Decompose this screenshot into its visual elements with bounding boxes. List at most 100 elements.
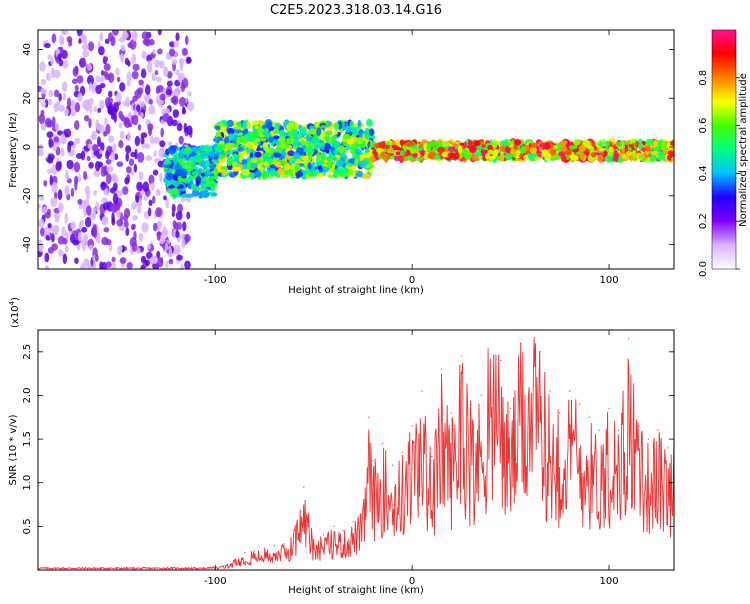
heatmap-cell — [140, 136, 145, 145]
heatmap-cell — [182, 221, 187, 232]
heatmap-cell — [241, 158, 248, 164]
heatmap-cell — [354, 158, 359, 167]
heatmap-cell — [481, 144, 486, 148]
heatmap-cell — [662, 144, 668, 151]
chart-title: C2E5.2023.318.03.14.G16 — [270, 3, 442, 18]
heatmap-cell — [46, 208, 51, 216]
heatmap-cell — [54, 215, 60, 223]
heatmap-cell — [44, 252, 50, 263]
x-tick-label: 100 — [599, 576, 618, 587]
heatmap-cell — [357, 119, 362, 128]
heatmap-cell — [172, 155, 179, 164]
heatmap-cell — [645, 145, 651, 152]
heatmap-cell — [159, 257, 164, 263]
heatmap-cell — [131, 223, 136, 230]
heatmap-cell — [338, 145, 345, 153]
heatmap-cell — [57, 202, 64, 213]
heatmap-cell — [111, 217, 116, 226]
heatmap-cell — [148, 199, 153, 207]
heatmap-cell — [420, 150, 425, 157]
spectrogram-panel: -40 -20 0 20 40 -100 0 100 Height of straight … — [8, 29, 675, 296]
heatmap-cell — [92, 261, 97, 269]
heatmap-cell — [202, 176, 211, 183]
heatmap-cell — [216, 144, 226, 150]
heatmap-cell — [214, 125, 221, 130]
snr-data-point — [322, 534, 325, 536]
heatmap-cell — [101, 197, 108, 203]
heatmap-cell — [469, 144, 477, 154]
heatmap-cell — [225, 142, 233, 151]
heatmap-cell — [103, 63, 111, 72]
heatmap-cell — [71, 148, 75, 156]
heatmap-cell — [471, 155, 479, 161]
heatmap-cell — [53, 136, 59, 143]
heatmap-cell — [108, 90, 113, 98]
heatmap-cell — [74, 120, 80, 131]
heatmap-cell — [597, 154, 604, 163]
heatmap-cell — [226, 158, 233, 167]
heatmap-cell — [87, 63, 93, 71]
heatmap-cell — [152, 255, 158, 265]
heatmap-cell — [78, 173, 82, 183]
heatmap-cell — [92, 86, 96, 94]
heatmap-cell — [129, 39, 137, 50]
heatmap-cell — [186, 211, 191, 220]
snr-data-point — [559, 412, 561, 414]
colorbar-tick-label: 0.0 — [698, 261, 709, 277]
heatmap-cell — [348, 157, 357, 164]
heatmap-cell — [128, 158, 135, 166]
heatmap-cell — [459, 142, 465, 147]
heatmap-cell — [40, 109, 45, 117]
heatmap-cell — [331, 142, 341, 148]
heatmap-cell — [121, 186, 129, 195]
heatmap-cell — [269, 170, 279, 177]
snr-data-point — [539, 351, 541, 353]
heatmap-cell — [473, 140, 481, 147]
heatmap-cell — [332, 149, 340, 155]
heatmap-cell — [151, 72, 156, 81]
heatmap-cell — [153, 150, 157, 158]
heatmap-cell — [66, 36, 73, 43]
heatmap-cell — [168, 258, 174, 265]
heatmap-cell — [125, 96, 130, 108]
heatmap-cell — [344, 158, 350, 163]
heatmap-cell — [236, 121, 242, 126]
heatmap-cell — [132, 63, 140, 72]
heatmap-cell — [238, 155, 243, 163]
heatmap-cell — [74, 137, 81, 144]
colorbar: 0.0 0.2 0.4 0.6 0.8 Normalized spectral ampl… — [698, 29, 749, 277]
colorbar-gradient — [711, 29, 737, 270]
heatmap-cell — [45, 235, 50, 241]
heatmap-cell — [51, 33, 57, 44]
heatmap-cell — [99, 124, 105, 133]
heatmap-cell — [434, 154, 442, 160]
snr-data-point — [368, 416, 370, 418]
heatmap-cell — [447, 152, 456, 159]
heatmap-cell — [130, 151, 137, 158]
heatmap-cell — [126, 261, 133, 269]
heatmap-cell — [145, 84, 151, 96]
heatmap-cell — [74, 84, 79, 92]
heatmap-cell — [418, 143, 423, 149]
heatmap-cell — [48, 98, 53, 106]
snr-x-ticks: -100 0 100 — [204, 330, 619, 587]
heatmap-cell — [212, 137, 219, 143]
heatmap-cell — [159, 93, 166, 101]
heatmap-cell — [284, 169, 289, 175]
heatmap-cell — [165, 164, 173, 169]
heatmap-cell — [39, 194, 45, 202]
heatmap-cell — [163, 66, 169, 77]
heatmap-cell — [242, 121, 247, 130]
heatmap-cell — [131, 201, 137, 210]
heatmap-cell — [108, 32, 114, 42]
heatmap-cell — [88, 161, 94, 169]
colorbar-tick-label: 0.6 — [698, 118, 709, 134]
heatmap-cell — [549, 147, 556, 156]
snr-data-point — [263, 547, 266, 549]
heatmap-cell — [355, 170, 364, 177]
heatmap-cell — [119, 189, 124, 197]
x-tick-label: -100 — [204, 576, 227, 587]
heatmap-cell — [487, 149, 495, 155]
heatmap-cell — [38, 203, 41, 209]
heatmap-cell — [268, 148, 274, 155]
